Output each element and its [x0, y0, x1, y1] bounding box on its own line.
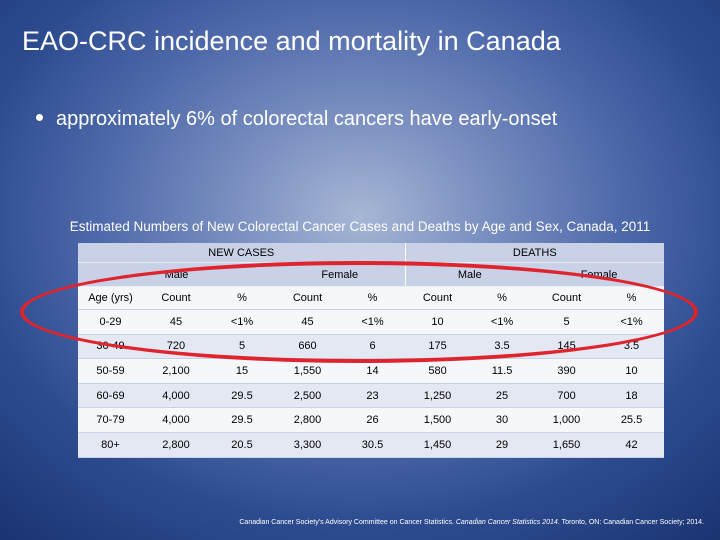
table-cell: 175 [405, 334, 471, 360]
column-header: Age (yrs) [78, 286, 143, 310]
table-cell: 145 [534, 334, 600, 360]
table-cell: 5 [209, 334, 275, 360]
table-cell: 720 [143, 334, 209, 360]
age-group-cell: 0-29 [78, 309, 143, 335]
table-cell: 30.5 [340, 432, 406, 458]
table-cell: 20.5 [209, 432, 275, 458]
column-header: Count [534, 286, 600, 310]
column-header: % [470, 286, 535, 310]
table-cell: 3.5 [599, 334, 665, 360]
new-cases-male-header: Male [78, 262, 275, 287]
table-cell: 1,450 [405, 432, 471, 458]
table-cell: 2,800 [143, 432, 209, 458]
column-header: Count [405, 286, 471, 310]
new-cases-header: NEW CASES [78, 243, 406, 263]
column-header: Count [275, 286, 340, 310]
slide-title: EAO-CRC incidence and mortality in Canad… [22, 26, 561, 56]
sex-header-row: Male Female Male Female [78, 262, 665, 287]
deaths-male-header: Male [405, 262, 535, 287]
group-header-row: NEW CASES DEATHS [78, 243, 665, 263]
bullet-text: approximately 6% of colorectal cancers h… [56, 108, 558, 130]
table-cell: 1,500 [405, 407, 471, 433]
incidence-mortality-table: NEW CASES DEATHS Male Female Male Female… [78, 243, 665, 458]
table-cell: 45 [143, 309, 209, 335]
table-cell: 700 [534, 383, 600, 409]
table-cell: 1,000 [534, 407, 600, 433]
age-group-cell: 80+ [78, 432, 143, 458]
table-row: 50-59 2,100 15 1,550 14 580 11.5 390 10 [78, 358, 665, 384]
table-cell: 29.5 [209, 383, 275, 409]
citation-title: Canadian Cancer Statistics 2014 [455, 519, 558, 526]
table-cell: 10 [405, 309, 471, 335]
table-cell: 15 [209, 358, 275, 384]
table-cell: 42 [599, 432, 665, 458]
table-cell: 390 [534, 358, 600, 384]
table-cell: 3,300 [275, 432, 340, 458]
table-row: 60-69 4,000 29.5 2,500 23 1,250 25 700 18 [78, 383, 665, 409]
new-cases-female-header: Female [275, 262, 406, 287]
column-header: % [209, 286, 275, 310]
table-cell: 14 [340, 358, 406, 384]
table-cell: 1,550 [275, 358, 340, 384]
table-cell: 2,500 [275, 383, 340, 409]
age-group-cell: 30-49 [78, 334, 143, 360]
table-row: 30-49 720 5 660 6 175 3.5 145 3.5 [78, 334, 665, 360]
table-cell: 6 [340, 334, 406, 360]
source-citation: Canadian Cancer Society's Advisory Commi… [239, 519, 704, 526]
table-cell: 1,250 [405, 383, 471, 409]
table-row: 70-79 4,000 29.5 2,800 26 1,500 30 1,000 25.5 [78, 407, 665, 433]
column-header: % [340, 286, 406, 310]
age-group-cell: 50-59 [78, 358, 143, 384]
table-cell: 26 [340, 407, 406, 433]
column-header: % [599, 286, 665, 310]
table-cell: <1% [470, 309, 535, 335]
table-cell: 30 [470, 407, 535, 433]
age-group-cell: 70-79 [78, 407, 143, 433]
citation-prefix: Canadian Cancer Society's Advisory Commi… [239, 519, 456, 526]
table-cell: 45 [275, 309, 340, 335]
table-cell: 23 [340, 383, 406, 409]
table-cell: 5 [534, 309, 600, 335]
table-cell: <1% [599, 309, 665, 335]
table-cell: 18 [599, 383, 665, 409]
citation-suffix: . Toronto, ON: Canadian Cancer Society; … [557, 519, 704, 526]
table-cell: 10 [599, 358, 665, 384]
table-caption: Estimated Numbers of New Colorectal Canc… [69, 219, 651, 234]
table-cell: <1% [340, 309, 406, 335]
column-header: Count [143, 286, 209, 310]
table-body: 0-29 45 <1% 45 <1% 10 <1% 5 <1% 30-49 720 5 660 6 175 3… [78, 309, 665, 458]
column-header-row: Age (yrs) Count% Count% Count% Count% [78, 286, 665, 310]
table-cell: 11.5 [470, 358, 535, 384]
table-cell: 25 [470, 383, 535, 409]
table-cell: <1% [209, 309, 275, 335]
table-cell: 3.5 [470, 334, 535, 360]
bullet-dot-icon [36, 114, 43, 122]
table-cell: 2,100 [143, 358, 209, 384]
bullet-item: approximately 6% of colorectal cancers h… [36, 108, 557, 131]
deaths-header: DEATHS [405, 243, 665, 263]
deaths-female-header: Female [534, 262, 665, 287]
table-cell: 29 [470, 432, 535, 458]
table-row: 80+ 2,800 20.5 3,300 30.5 1,450 29 1,650 42 [78, 432, 665, 458]
age-group-cell: 60-69 [78, 383, 143, 409]
table-cell: 1,650 [534, 432, 600, 458]
table-cell: 2,800 [275, 407, 340, 433]
table-cell: 29.5 [209, 407, 275, 433]
table-cell: 25.5 [599, 407, 665, 433]
table-cell: 660 [275, 334, 340, 360]
table-cell: 4,000 [143, 407, 209, 433]
table-cell: 4,000 [143, 383, 209, 409]
table-cell: 580 [405, 358, 471, 384]
table-row: 0-29 45 <1% 45 <1% 10 <1% 5 <1% [78, 309, 665, 335]
